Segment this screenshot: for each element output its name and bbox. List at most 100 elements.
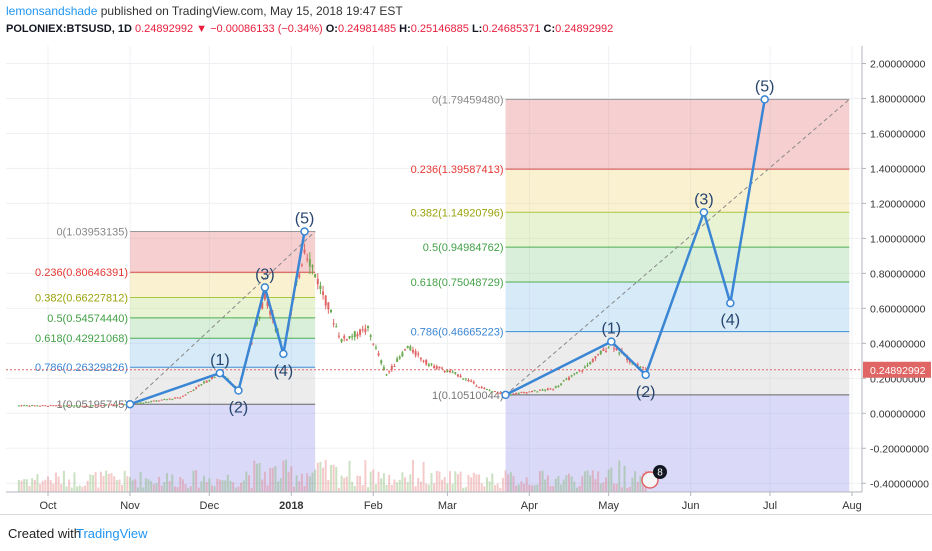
volume-bar <box>562 479 565 492</box>
volume-bar <box>597 471 600 492</box>
price-chart[interactable]: 0(1.03953135) 0.236(0.80646391) 0.382(0.66… <box>0 0 932 514</box>
fib-trend-line <box>129 231 316 405</box>
volume-bar <box>316 462 319 492</box>
candle-body <box>523 391 526 393</box>
volume-bar <box>78 485 81 492</box>
volume-bar <box>618 460 621 492</box>
high-label: H: <box>399 23 411 35</box>
volume-bar <box>113 476 116 492</box>
candle-body <box>361 329 364 331</box>
candle-body <box>152 400 155 402</box>
candle-body <box>314 274 317 278</box>
volume-bar <box>20 480 23 492</box>
volume-bar <box>126 476 129 492</box>
candle-body <box>213 376 216 378</box>
volume-bar <box>620 487 623 492</box>
candle-body <box>144 401 147 403</box>
volume-bar <box>68 479 71 492</box>
volume-bar <box>184 484 187 492</box>
candle-body <box>332 323 335 325</box>
x-tick-label: 2018 <box>279 500 303 512</box>
volume-bar <box>208 478 211 492</box>
y-tick-label: 1.00000000 <box>870 233 926 245</box>
candle-body <box>105 404 108 406</box>
candle-body <box>515 393 518 395</box>
candle-body <box>419 357 422 360</box>
volume-bar <box>121 484 124 492</box>
volume-bar <box>134 479 137 492</box>
candle-body <box>475 385 478 387</box>
candle-body <box>142 402 145 404</box>
volume-bar <box>160 485 163 492</box>
volume-bar <box>28 485 31 492</box>
volume-bar <box>380 478 383 492</box>
candle-body <box>20 405 23 407</box>
open-label: O: <box>325 23 338 35</box>
y-tick-label: 0.80000000 <box>870 268 926 280</box>
candle-body <box>409 346 412 351</box>
candle-body <box>451 371 454 373</box>
volume-bar <box>385 484 388 492</box>
candle-body <box>324 295 327 306</box>
volume-bar <box>554 478 557 492</box>
candle-body <box>597 354 600 356</box>
fib-level-label: 0.236(0.80646391) <box>35 267 128 279</box>
volume-bar <box>115 480 118 492</box>
volume-bar <box>401 472 404 492</box>
volume-bar <box>221 480 224 492</box>
fib-level-label: 0.618(0.42921068) <box>35 333 128 345</box>
candle-body <box>435 366 438 369</box>
volume-bar <box>290 466 293 492</box>
volume-bar <box>591 470 594 492</box>
volume-bar <box>253 460 256 492</box>
author-link[interactable]: lemonsandshade <box>6 4 98 18</box>
fib-trend-line <box>505 99 850 396</box>
candle-body <box>562 380 565 382</box>
volume-bar <box>594 479 597 492</box>
candle-body <box>618 352 621 354</box>
volume-bar <box>224 480 227 492</box>
volume-bar <box>486 477 489 492</box>
volume-bar <box>520 481 523 492</box>
volume-bar <box>240 482 243 492</box>
volume-bar <box>269 468 272 492</box>
volume-bar <box>589 475 592 492</box>
volume-bar <box>361 485 364 492</box>
volume-bar <box>435 470 438 492</box>
volume-bar <box>303 485 306 492</box>
volume-bar <box>337 487 340 492</box>
volume-bar <box>76 486 79 492</box>
x-tick-label: Jul <box>763 500 777 512</box>
candle-body <box>319 285 322 290</box>
volume-bar <box>515 485 518 492</box>
candle-body <box>541 389 544 391</box>
candle-body <box>343 336 346 339</box>
volume-bar <box>430 473 433 492</box>
candle-body <box>380 360 383 364</box>
volume-bar <box>610 467 613 492</box>
volume-bar <box>552 486 555 492</box>
volume-bar <box>39 483 42 492</box>
candle-body <box>110 404 113 406</box>
candle-body <box>41 405 44 407</box>
wave-point <box>641 370 650 380</box>
candle-body <box>327 302 330 310</box>
candle-body <box>163 399 166 401</box>
wave-label: (2) <box>636 384 656 401</box>
volume-bar <box>229 480 232 492</box>
candle-body <box>359 329 362 335</box>
volume-bar <box>438 471 441 492</box>
volume-bar <box>173 486 176 492</box>
volume-bar <box>258 462 261 492</box>
volume-bar <box>470 477 473 492</box>
high-value: 0.25146885 <box>410 23 469 35</box>
volume-bar <box>377 471 380 492</box>
volume-bar <box>44 479 47 492</box>
tradingview-link[interactable]: TradingView <box>76 526 148 541</box>
candle-body <box>499 392 502 395</box>
candle-body <box>94 405 97 407</box>
x-tick-label: Apr <box>521 500 538 512</box>
candle-body <box>23 405 26 407</box>
volume-bar <box>636 481 639 492</box>
candle-body <box>52 405 55 407</box>
